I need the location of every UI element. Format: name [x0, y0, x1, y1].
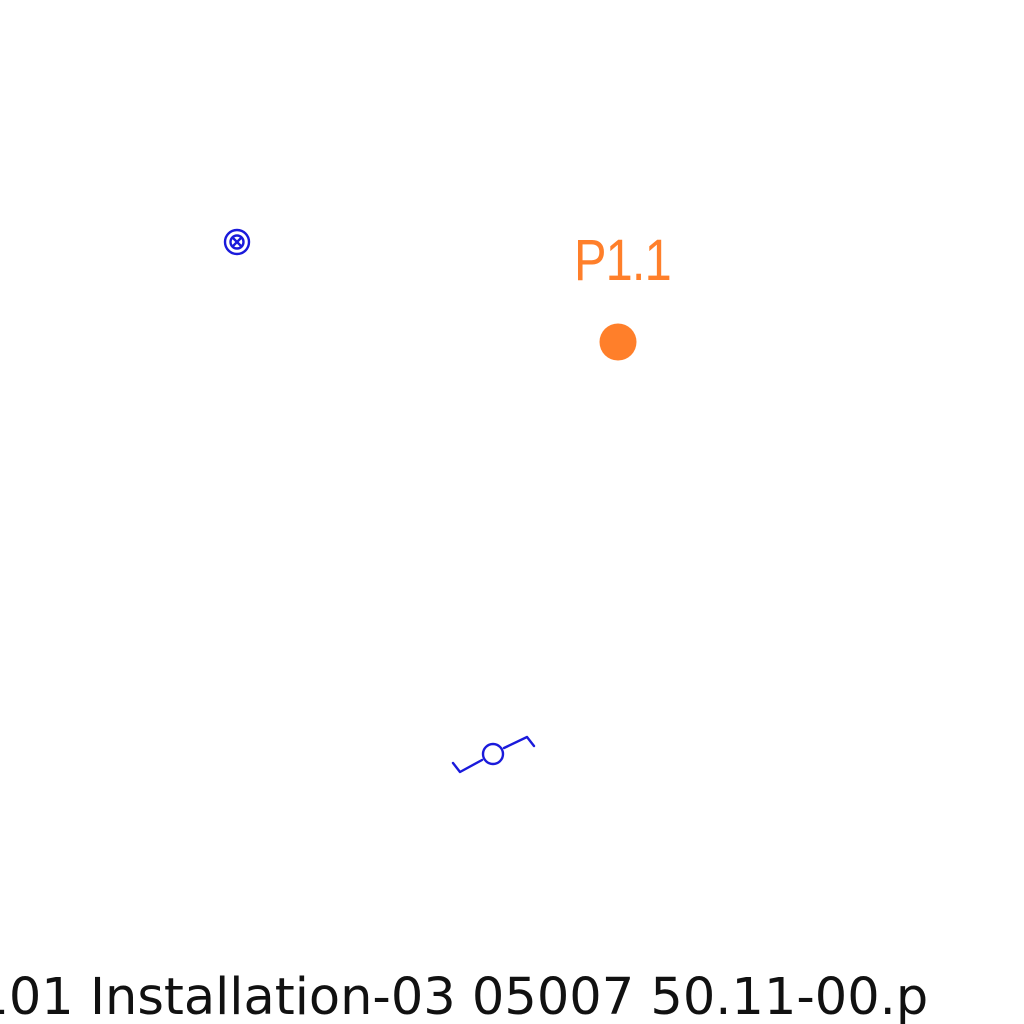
point-label: P1.1: [574, 228, 672, 293]
circled-cross-fixture-icon: [223, 228, 251, 256]
point-marker[interactable]: [599, 323, 637, 361]
switch-icon: [451, 735, 536, 774]
file-name-caption: -101 Installation-03 05007 50.11-00.p: [0, 968, 929, 1024]
